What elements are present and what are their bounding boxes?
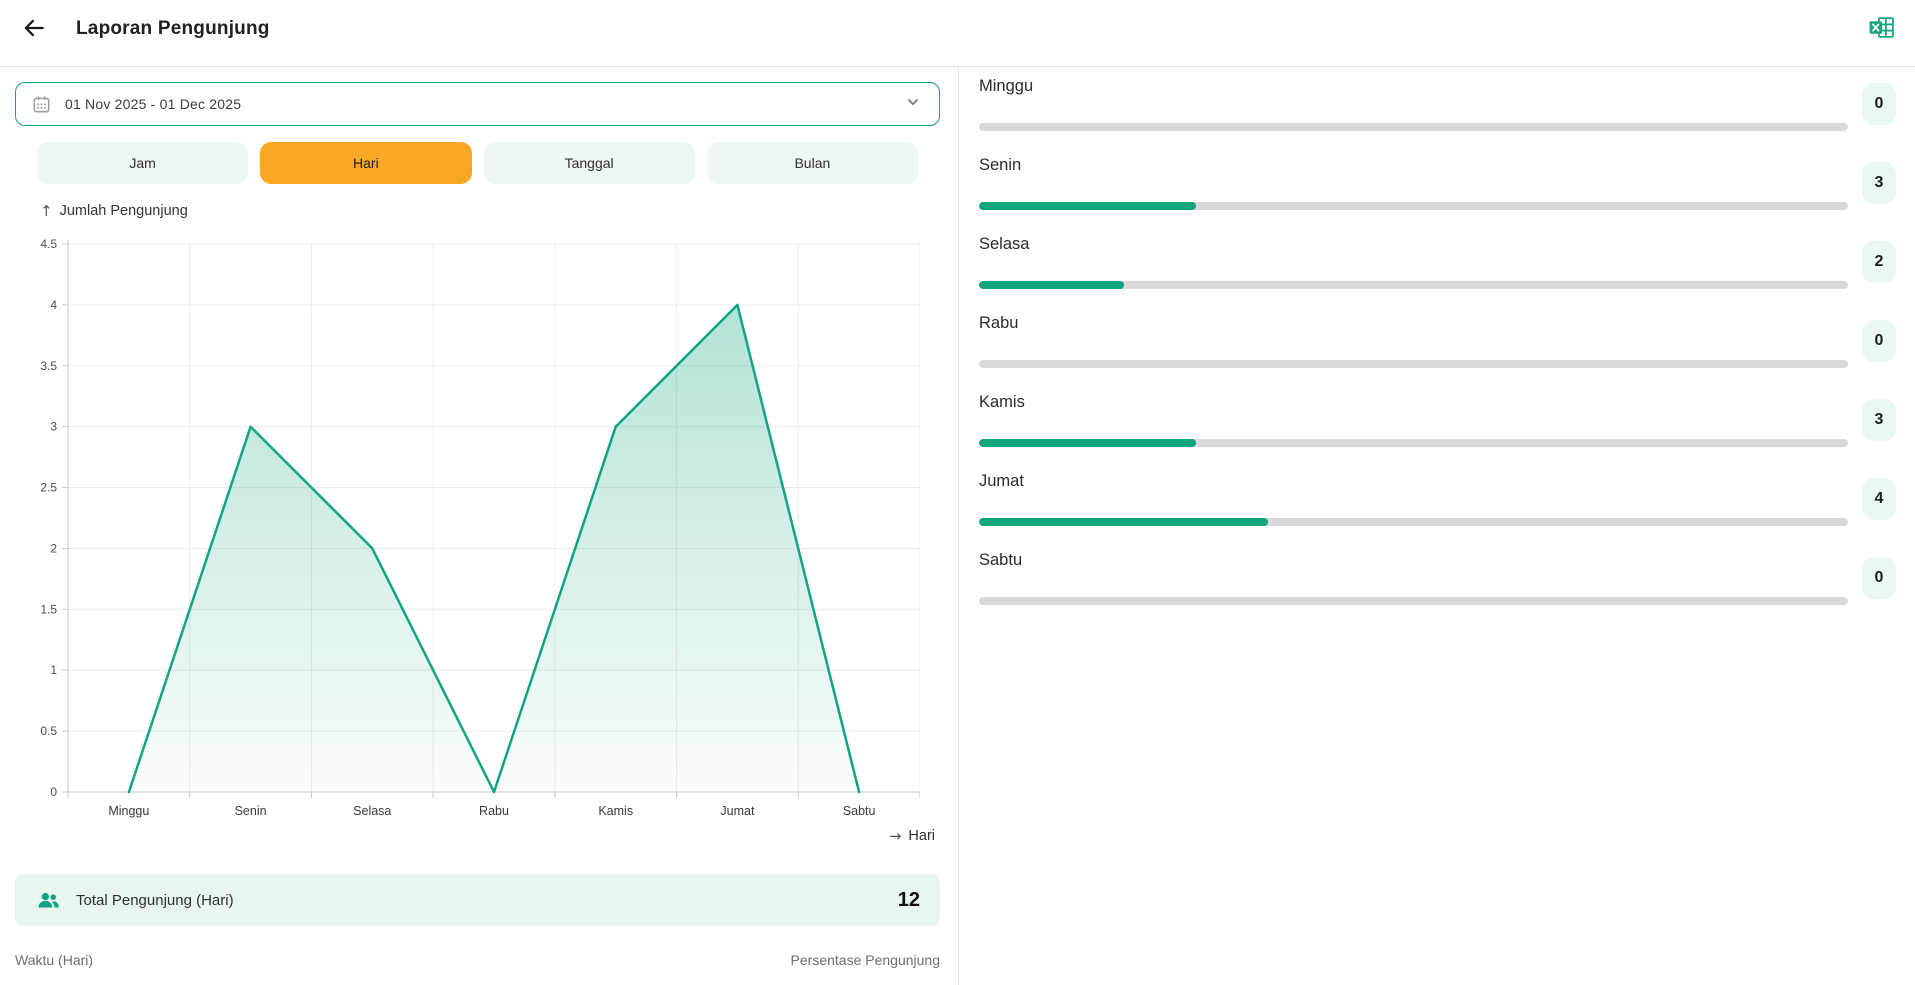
day-label: Senin (979, 156, 1022, 174)
tab-group: Jam Hari Tanggal Bulan (37, 142, 918, 184)
total-visitors-label: Total Pengunjung (Hari) (76, 891, 234, 909)
percent-bar-fill (979, 281, 1125, 289)
count-badge: 3 (1862, 162, 1896, 204)
percent-row-senin: Senin 3 (979, 156, 1896, 210)
tab-jam[interactable]: Jam (37, 142, 249, 184)
percent-bar-fill (979, 439, 1197, 447)
svg-text:Kamis: Kamis (598, 804, 633, 818)
report-panel: 01 Nov 2025 - 01 Dec 2025 Jam Hari Tanggal… (0, 67, 958, 985)
people-icon (35, 887, 62, 914)
percent-bar-track (979, 281, 1848, 289)
date-range-value: 01 Nov 2025 - 01 Dec 2025 (65, 96, 242, 112)
back-button[interactable] (14, 9, 54, 49)
export-excel-button[interactable] (1861, 9, 1901, 49)
total-visitors-card: Total Pengunjung (Hari) 12 (15, 874, 940, 926)
svg-text:2.5: 2.5 (40, 481, 57, 495)
caption-waktu: Waktu (Hari) (15, 952, 94, 968)
percent-bar-track (979, 518, 1848, 526)
percent-bar-track (979, 202, 1848, 210)
excel-export-icon (1868, 14, 1895, 44)
caption-persentase: Persentase Pengunjung (790, 952, 940, 968)
svg-text:1: 1 (50, 663, 57, 677)
svg-text:4.5: 4.5 (40, 237, 57, 251)
percent-row-minggu: Minggu 0 (979, 77, 1896, 131)
svg-text:4: 4 (50, 298, 57, 312)
count-badge: 3 (1862, 399, 1896, 441)
count-badge: 4 (1862, 478, 1896, 520)
tab-hari[interactable]: Hari (260, 142, 472, 184)
x-axis-title-label: Hari (908, 828, 935, 844)
chevron-down-icon (905, 94, 921, 115)
count-badge: 0 (1862, 320, 1896, 362)
svg-text:3.5: 3.5 (40, 359, 57, 373)
day-label: Minggu (979, 77, 1034, 95)
date-range-picker[interactable]: 01 Nov 2025 - 01 Dec 2025 (15, 82, 940, 126)
percent-bar-track (979, 597, 1848, 605)
percent-bar-track (979, 360, 1848, 368)
tab-bulan[interactable]: Bulan (706, 142, 918, 184)
percent-bar-track (979, 123, 1848, 131)
percent-panel: Minggu 0 Senin 3 Selasa 2 Rabu 0 Kamis 3 Jumat 4 Sab… (958, 67, 1915, 985)
tab-tanggal[interactable]: Tanggal (483, 142, 695, 184)
svg-text:Minggu: Minggu (108, 804, 149, 818)
day-label: Selasa (979, 235, 1030, 253)
percent-row-kamis: Kamis 3 (979, 393, 1896, 447)
percent-bar-fill (979, 202, 1197, 210)
arrow-up-icon: ↑ (40, 202, 53, 220)
arrow-right-icon: → (888, 827, 902, 845)
arrow-left-icon (21, 15, 47, 44)
app-header: Laporan Pengunjung (0, 0, 1915, 67)
svg-text:Jumat: Jumat (720, 804, 755, 818)
percent-bar-fill (979, 518, 1269, 526)
svg-text:Selasa: Selasa (353, 804, 391, 818)
percent-row-sabtu: Sabtu 0 (979, 551, 1896, 605)
count-badge: 0 (1862, 83, 1896, 125)
percent-row-rabu: Rabu 0 (979, 314, 1896, 368)
day-label: Rabu (979, 314, 1019, 332)
svg-text:0.5: 0.5 (40, 724, 57, 738)
percent-row-jumat: Jumat 4 (979, 472, 1896, 526)
day-label: Jumat (979, 472, 1024, 490)
footer-captions: Waktu (Hari) Persentase Pengunjung (15, 952, 940, 968)
svg-text:3: 3 (50, 420, 57, 434)
svg-text:2: 2 (50, 541, 57, 555)
count-badge: 0 (1862, 557, 1896, 599)
count-badge: 2 (1862, 241, 1896, 283)
svg-text:Rabu: Rabu (479, 804, 509, 818)
percent-row-selasa: Selasa 2 (979, 235, 1896, 289)
svg-text:Sabtu: Sabtu (843, 804, 876, 818)
y-axis-title-label: Jumlah Pengunjung (59, 203, 188, 219)
visitors-area-chart: 0 0.5 1 1.5 2 2.5 3 3.5 4 4.5 Minggu Senin Selasa Rab… (40, 237, 920, 818)
day-label: Kamis (979, 393, 1025, 411)
chart-x-axis-title: → Hari (15, 826, 940, 846)
svg-text:1.5: 1.5 (40, 602, 57, 616)
page-title: Laporan Pengunjung (76, 18, 270, 39)
svg-text:0: 0 (50, 785, 57, 799)
percent-bar-track (979, 439, 1848, 447)
svg-text:Senin: Senin (235, 804, 267, 818)
chart-y-axis-title: ↑ Jumlah Pengunjung (40, 201, 940, 221)
day-label: Sabtu (979, 551, 1023, 569)
calendar-icon (32, 95, 51, 114)
total-visitors-value: 12 (897, 888, 920, 911)
